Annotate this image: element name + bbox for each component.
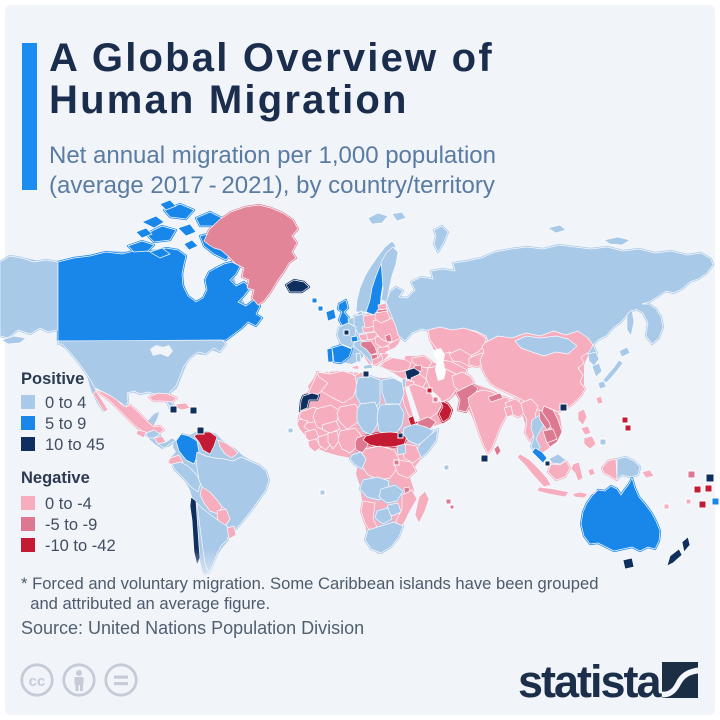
svg-text:cc: cc: [29, 673, 46, 690]
